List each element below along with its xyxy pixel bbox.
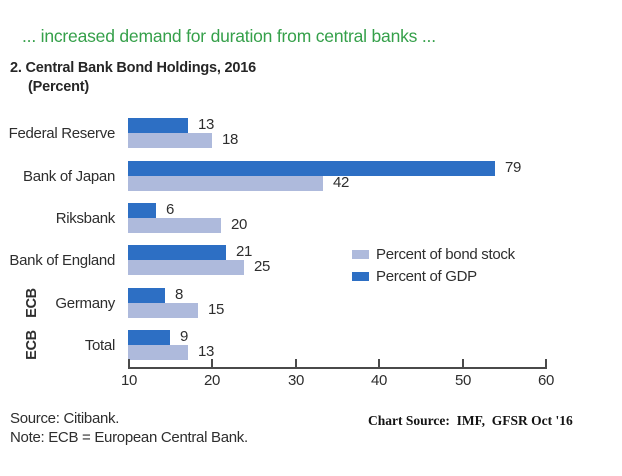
bar-percent-of-bond-stock [128, 218, 221, 233]
ecb-group-label: ECB [24, 288, 40, 318]
legend-label: Percent of bond stock [376, 245, 515, 263]
bar-percent-of-bond-stock [128, 133, 212, 148]
x-axis-line [128, 367, 547, 369]
bar-percent-of-bond-stock [128, 345, 188, 360]
x-axis-tick-label: 50 [454, 372, 472, 389]
ecb-note: Note: ECB = European Central Bank. [10, 429, 248, 446]
category-label: Total [84, 337, 115, 354]
category-label: Bank of Japan [22, 168, 115, 185]
x-axis-tick [211, 359, 213, 367]
x-axis-tick-label: 40 [370, 372, 388, 389]
legend-swatch-icon [352, 250, 369, 260]
ecb-group-label: ECB [24, 330, 40, 360]
bar-value-label: 6 [166, 201, 175, 218]
x-axis-tick [462, 359, 464, 367]
bar-percent-of-bond-stock [128, 176, 323, 191]
bar-value-label: 9 [180, 328, 189, 345]
x-axis-tick-label: 20 [203, 372, 221, 389]
bar-value-label: 8 [175, 286, 184, 303]
bar-percent-of-bond-stock [128, 260, 244, 275]
bar-value-label: 13 [198, 116, 215, 133]
chart-title: 2. Central Bank Bond Holdings, 2016 [10, 60, 256, 76]
bar-percent-of-bond-stock [128, 303, 198, 318]
bar-value-label: 21 [236, 243, 253, 260]
category-label: Germany [55, 295, 115, 312]
x-axis-tick-label: 10 [120, 372, 138, 389]
bar-value-label: 13 [198, 343, 215, 360]
x-axis-tick-label: 30 [287, 372, 305, 389]
bar-percent-of-gdp [128, 118, 188, 133]
legend-item: Percent of GDP [352, 268, 515, 286]
x-axis-tick [128, 359, 130, 367]
x-axis-tick-label: 60 [537, 372, 555, 389]
legend-item: Percent of bond stock [352, 246, 515, 264]
source-note: Source: Citibank. [10, 410, 120, 427]
legend-swatch-icon [352, 272, 369, 282]
bar-percent-of-gdp [128, 203, 156, 218]
category-label: Bank of England [9, 252, 115, 269]
bar-percent-of-gdp [128, 245, 226, 260]
bar-value-label: 18 [222, 131, 239, 148]
chart-source-credit: Chart Source: IMF, GFSR Oct '16 [368, 413, 573, 429]
category-label: Riksbank [55, 210, 116, 227]
bar-value-label: 15 [208, 301, 225, 318]
bar-value-label: 79 [505, 159, 522, 176]
bar-percent-of-gdp [128, 161, 495, 176]
category-label: Federal Reserve [8, 125, 116, 142]
x-axis-tick [378, 359, 380, 367]
bar-value-label: 20 [231, 216, 248, 233]
bar-value-label: 25 [254, 258, 271, 275]
bar-value-label: 42 [333, 174, 350, 191]
chart-unit-label: (Percent) [28, 79, 90, 95]
x-axis-tick [295, 359, 297, 367]
bar-percent-of-gdp [128, 330, 170, 345]
chart-source-value: IMF, GFSR Oct '16 [449, 413, 573, 428]
chart-legend: Percent of bond stock Percent of GDP [352, 246, 515, 290]
x-axis-tick [545, 359, 547, 367]
bar-percent-of-gdp [128, 288, 165, 303]
kicker-title: ... increased demand for duration from c… [22, 26, 436, 46]
legend-label: Percent of GDP [376, 267, 477, 285]
chart-source-label: Chart Source: [368, 413, 450, 428]
